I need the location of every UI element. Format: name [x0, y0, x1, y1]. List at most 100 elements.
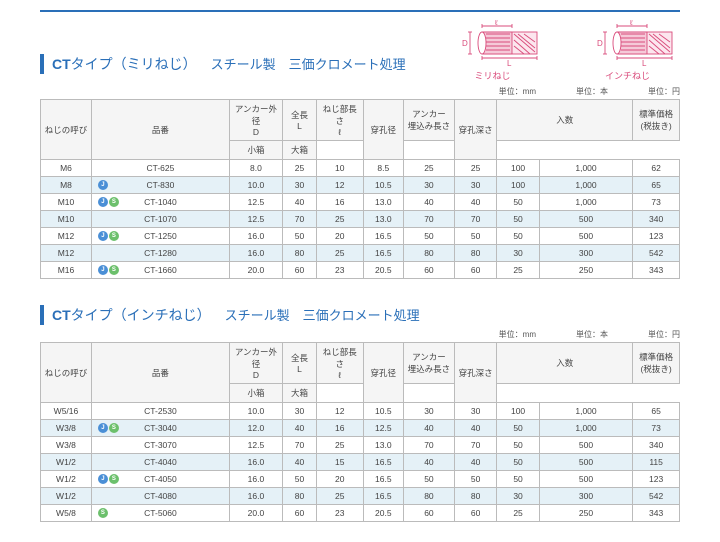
s-mark-icon: S [98, 508, 108, 518]
cell-D: 20.0 [229, 505, 282, 522]
th-hinban: 品番 [91, 100, 229, 160]
unit-hon: 単位：本 [576, 86, 608, 97]
table-body-2: W5/16CT-253010.0301210.530301001,00065W3… [41, 403, 680, 522]
th-L: 全長L [282, 100, 316, 141]
cell-D: 16.0 [229, 228, 282, 245]
cell-price: 62 [633, 160, 680, 177]
table-row: M12JSCT-125016.0502016.5505050500123 [41, 228, 680, 245]
cell-lbox: 300 [539, 245, 632, 262]
unit-yen: 単位：円 [648, 86, 680, 97]
cell-yobi: M10 [41, 194, 92, 211]
cell-L: 60 [282, 505, 316, 522]
svg-text:ℓ: ℓ [629, 20, 633, 27]
cell-D: 12.5 [229, 194, 282, 211]
hinban-text: CT-4050 [144, 474, 177, 484]
cell-ell: 25 [316, 211, 363, 228]
cell-embed: 60 [403, 505, 454, 522]
table-row: W1/2CT-408016.0802516.5808030300542 [41, 488, 680, 505]
hinban-text: CT-4040 [144, 457, 177, 467]
th-yobi: ねじの呼び [41, 100, 92, 160]
section1-title: CTタイプ（ミリねじ） スチール製 三価クロメート処理 [40, 54, 440, 74]
cell-D: 12.5 [229, 211, 282, 228]
cell-depth: 40 [454, 194, 496, 211]
title-ct-2: CT [52, 307, 71, 323]
cell-L: 40 [282, 194, 316, 211]
table-row: W1/2CT-404016.0401516.5404050500115 [41, 454, 680, 471]
hinban-text: CT-2530 [144, 406, 177, 416]
cell-yobi: M6 [41, 160, 92, 177]
cell-depth: 50 [454, 228, 496, 245]
cell-hole: 10.5 [363, 403, 403, 420]
cell-price: 542 [633, 245, 680, 262]
th-D: アンカー外径D [229, 100, 282, 141]
cell-L: 50 [282, 471, 316, 488]
cell-lbox: 300 [539, 488, 632, 505]
j-mark-icon: J [98, 265, 108, 275]
cell-sbox: 30 [497, 245, 539, 262]
s-mark-icon: S [109, 231, 119, 241]
cell-hinban: JSCT-3040 [91, 420, 229, 437]
cell-lbox: 1,000 [539, 160, 632, 177]
cell-yobi: W1/2 [41, 454, 92, 471]
j-mark-icon: J [98, 180, 108, 190]
cell-depth: 30 [454, 177, 496, 194]
cell-hole: 20.5 [363, 262, 403, 279]
hinban-text: CT-1070 [144, 214, 177, 224]
svg-text:D: D [462, 39, 468, 48]
cell-hole: 8.5 [363, 160, 403, 177]
cell-ell: 15 [316, 454, 363, 471]
cell-hinban: JSCT-1660 [91, 262, 229, 279]
cell-depth: 80 [454, 245, 496, 262]
cell-hinban: CT-2530 [91, 403, 229, 420]
cell-D: 12.0 [229, 420, 282, 437]
table-row: M10JSCT-104012.5401613.04040501,00073 [41, 194, 680, 211]
cell-depth: 40 [454, 420, 496, 437]
cell-price: 73 [633, 420, 680, 437]
unit-hon-2: 単位：本 [576, 329, 608, 340]
cell-hinban: CT-625 [91, 160, 229, 177]
cell-L: 25 [282, 160, 316, 177]
table-row: W1/2JSCT-405016.0502016.5505050500123 [41, 471, 680, 488]
cell-embed: 40 [403, 420, 454, 437]
cell-D: 10.0 [229, 403, 282, 420]
cell-depth: 70 [454, 437, 496, 454]
cell-embed: 80 [403, 488, 454, 505]
cell-sbox: 25 [497, 262, 539, 279]
cell-lbox: 500 [539, 228, 632, 245]
cell-sbox: 50 [497, 211, 539, 228]
unit-mm: 単位：mm [499, 86, 536, 97]
cell-sbox: 50 [497, 420, 539, 437]
cell-L: 60 [282, 262, 316, 279]
table-head: ねじの呼び 品番 アンカー外径D 全長L ねじ部長さℓ 穿孔径 アンカー埋込み長… [41, 100, 680, 160]
cell-hole: 10.5 [363, 177, 403, 194]
hinban-text: CT-1250 [144, 231, 177, 241]
cell-price: 73 [633, 194, 680, 211]
table-row: M8JCT-83010.0301210.530301001,00065 [41, 177, 680, 194]
cell-hinban: CT-4040 [91, 454, 229, 471]
table-row: M6CT-6258.025108.525251001,00062 [41, 160, 680, 177]
cell-hole: 16.5 [363, 228, 403, 245]
diagram-metric: ℓ D L ミリねじ [440, 20, 545, 82]
cell-price: 542 [633, 488, 680, 505]
cell-price: 343 [633, 505, 680, 522]
table-row: M12CT-128016.0802516.5808030300542 [41, 245, 680, 262]
hinban-text: CT-830 [146, 180, 174, 190]
cell-sbox: 25 [497, 505, 539, 522]
section2-subtitle: スチール製 三価クロメート処理 [225, 308, 420, 323]
cell-sbox: 50 [497, 228, 539, 245]
title-ct: CT [52, 56, 71, 72]
cell-price: 340 [633, 211, 680, 228]
unit-yen-2: 単位：円 [648, 329, 680, 340]
table-row: W5/8SCT-506020.0602320.5606025250343 [41, 505, 680, 522]
cell-D: 16.0 [229, 454, 282, 471]
cell-yobi: M12 [41, 228, 92, 245]
cell-lbox: 250 [539, 262, 632, 279]
hinban-text: CT-4080 [144, 491, 177, 501]
cell-depth: 70 [454, 211, 496, 228]
table-row: W5/16CT-253010.0301210.530301001,00065 [41, 403, 680, 420]
cell-yobi: M10 [41, 211, 92, 228]
cell-hinban: SCT-5060 [91, 505, 229, 522]
cell-L: 80 [282, 488, 316, 505]
cell-lbox: 500 [539, 454, 632, 471]
cell-D: 12.5 [229, 437, 282, 454]
